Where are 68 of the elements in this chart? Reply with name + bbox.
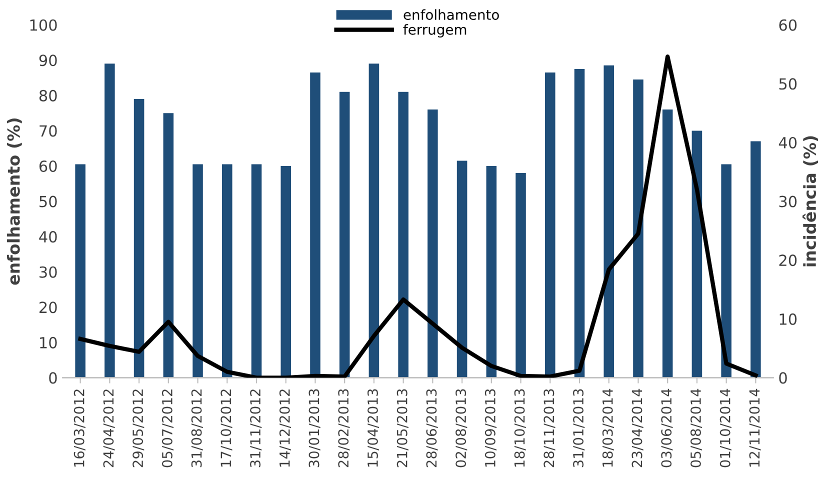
x-tick-label: 18/10/2013 (514, 389, 526, 467)
y2-tick-label: 0 (779, 372, 787, 384)
legend-label: enfolhamento (404, 9, 499, 20)
y-tick-label: 80 (39, 90, 57, 102)
y-tick-label: 60 (39, 160, 57, 172)
y2-tick-label: 50 (779, 78, 797, 90)
bar (222, 164, 232, 378)
x-tick-label: 05/08/2014 (690, 388, 702, 468)
x-tick-label: 31/08/2012 (191, 390, 203, 468)
bar (280, 166, 291, 378)
bar (368, 64, 380, 378)
y2-tick-label: 40 (778, 136, 797, 148)
y2-tick-label: 10 (780, 313, 797, 325)
x-tick-label: 24/04/2012 (103, 390, 115, 468)
y2-tick-label: 30 (779, 196, 797, 208)
x-tick-label: 30/01/2013 (308, 389, 320, 468)
x-tick-label: 28/02/2013 (338, 389, 350, 468)
y-tick-label: 0 (49, 372, 57, 384)
bar (192, 164, 203, 378)
x-tick-label: 29/05/2012 (132, 390, 144, 468)
bar (104, 64, 115, 378)
x-tick-label: 12/11/2014 (749, 388, 761, 467)
bar (574, 68, 585, 378)
y-axis-title: enfolhamento (%) (6, 118, 22, 285)
y2-tick-label: 60 (779, 19, 797, 31)
bar (662, 110, 673, 378)
x-tick-label: 18/03/2014 (602, 388, 614, 467)
bar (486, 166, 497, 378)
bar (134, 98, 144, 378)
bar (604, 65, 614, 378)
bar (339, 92, 350, 378)
y-tick-label: 30 (40, 266, 57, 278)
y2-axis-title: incidência (%) (802, 136, 818, 266)
line-series (78, 54, 758, 378)
x-tick-label: 21/05/2013 (396, 389, 408, 468)
bar (750, 141, 761, 378)
bar (516, 173, 526, 378)
y-tick-label: 20 (40, 302, 57, 314)
x-tick-label: 02/08/2013 (456, 389, 468, 468)
bar (633, 80, 644, 378)
y-tick-label: 40 (39, 231, 57, 243)
x-tick-label: 28/11/2013 (544, 389, 556, 468)
y2-tick-label: 20 (779, 254, 797, 266)
x-tick-label: 14/12/2012 (279, 390, 291, 467)
x-tick-label: 05/07/2012 (162, 390, 174, 468)
x-tick-label: 28/06/2013 (426, 389, 438, 468)
x-tick-label: 31/01/2013 (573, 389, 585, 468)
bar (163, 113, 174, 378)
bar (398, 92, 408, 378)
x-tick-label: 10/09/2013 (484, 389, 497, 467)
x-tick-label: 16/03/2012 (74, 390, 86, 467)
bar (75, 164, 86, 378)
x-tick-label: 23/04/2014 (632, 388, 644, 468)
x-tick-label: 17/10/2012 (220, 390, 232, 467)
y-tick-label: 10 (40, 336, 57, 348)
x-tick-label: 01/10/2014 (720, 388, 732, 468)
y-tick-label: 70 (40, 125, 57, 137)
y-tick-label: 90 (39, 54, 57, 66)
bar (251, 164, 262, 378)
x-tick-label: 15/04/2013 (367, 389, 380, 467)
x-tick-label: 31/11/2012 (250, 390, 262, 468)
x-tick-label: 03/06/2014 (661, 388, 673, 468)
y-tick-label: 100 (30, 19, 57, 31)
y-tick-label: 50 (40, 196, 57, 208)
bar (721, 164, 732, 378)
bar (428, 110, 438, 378)
legend-label: ferrugem (403, 24, 466, 38)
bar (456, 160, 468, 378)
